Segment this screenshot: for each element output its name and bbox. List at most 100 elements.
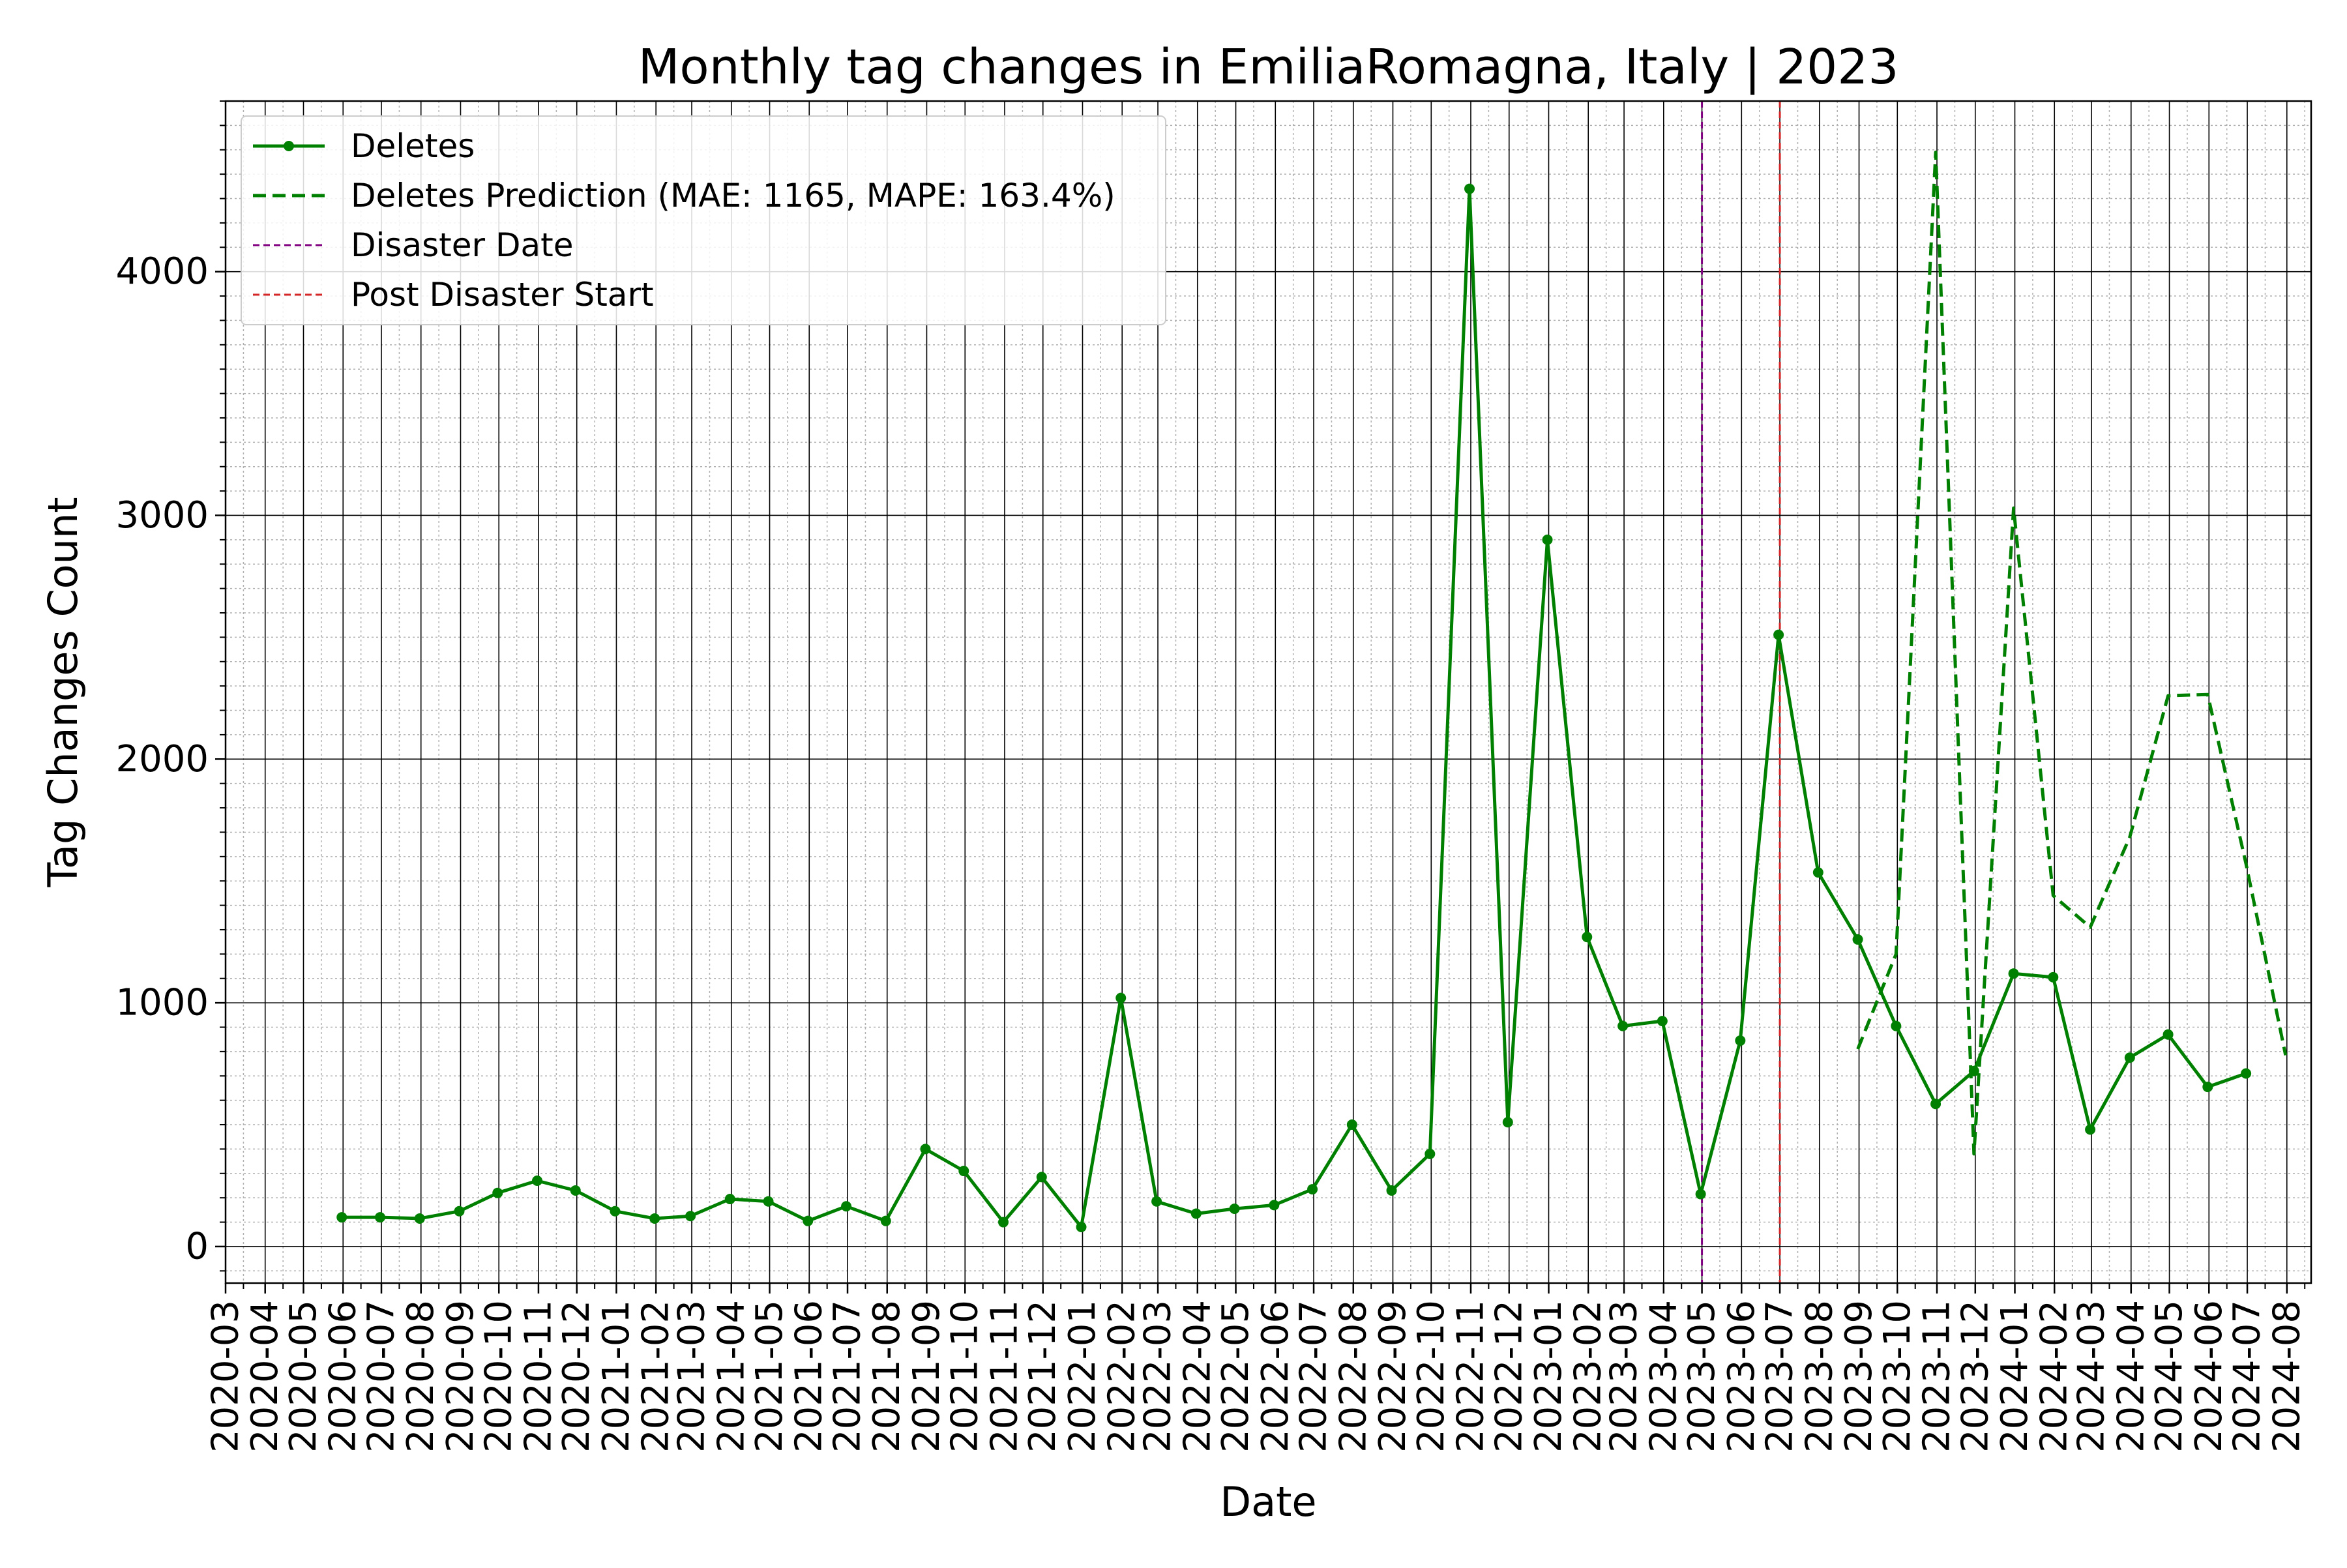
x-tick-label: 2023-11: [1916, 1300, 1958, 1453]
x-tick-label: 2023-12: [1954, 1300, 1996, 1453]
deletes-data-point: [1269, 1200, 1280, 1211]
deletes-data-point: [454, 1206, 465, 1217]
x-tick-label: 2022-04: [1176, 1300, 1218, 1453]
deletes-data-point: [649, 1213, 660, 1224]
plot-area-frame: [224, 100, 2312, 1284]
x-tick-label: 2024-06: [2188, 1300, 2230, 1453]
legend-label: Deletes Prediction (MAE: 1165, MAPE: 163…: [351, 177, 1115, 214]
x-tick-label: 2020-11: [517, 1300, 559, 1453]
x-tick-label: 2021-05: [748, 1300, 791, 1453]
deletes-data-point: [1695, 1189, 1706, 1200]
legend-label: Post Disaster Start: [351, 276, 654, 314]
deletes-data-point: [880, 1215, 891, 1226]
x-tick-label: 2022-09: [1372, 1300, 1414, 1453]
deletes-data-point: [1930, 1099, 1941, 1110]
deletes-data-point: [531, 1175, 542, 1186]
deletes-data-point: [570, 1185, 581, 1196]
x-tick-label: 2022-07: [1293, 1300, 1335, 1453]
x-tick-label: 2022-03: [1137, 1300, 1179, 1453]
x-tick-label: 2023-07: [1759, 1300, 1801, 1453]
deletes-data-point: [1735, 1035, 1746, 1046]
x-tick-label: 2020-12: [555, 1300, 598, 1453]
deletes-data-point: [724, 1194, 735, 1205]
x-tick-label: 2024-03: [2071, 1300, 2113, 1453]
x-tick-label: 2020-05: [282, 1300, 325, 1453]
x-tick-label: 2021-11: [983, 1300, 1026, 1453]
x-tick-label: 2023-01: [1528, 1300, 1570, 1453]
x-tick-label: 2022-01: [1061, 1300, 1104, 1453]
deletes-data-point: [1812, 867, 1823, 878]
x-tick-label: 2021-07: [827, 1300, 869, 1453]
deletes-data-point: [1464, 183, 1475, 194]
x-tick-label: 2023-08: [1798, 1300, 1840, 1453]
x-tick-label: 2022-06: [1254, 1300, 1297, 1453]
x-tick-label: 2020-10: [478, 1300, 520, 1453]
x-tick-label: 2024-04: [2110, 1300, 2152, 1453]
deletes-data-point: [414, 1213, 425, 1224]
legend-label: Disaster Date: [351, 226, 573, 264]
x-tick-label: 2024-08: [2266, 1300, 2308, 1453]
deletes-data-point: [1307, 1184, 1318, 1195]
x-tick-label: 2021-04: [710, 1300, 752, 1453]
y-tick-label: 3000: [115, 494, 209, 537]
x-tick-label: 2023-02: [1567, 1300, 1610, 1453]
y-tick-label: 1000: [115, 982, 209, 1024]
x-axis-label: Date: [1220, 1478, 1316, 1526]
deletes-data-point: [1502, 1117, 1513, 1128]
x-tick-label: 2023-05: [1681, 1300, 1723, 1453]
deletes-data-point: [1773, 629, 1784, 640]
deletes-data-point: [1346, 1119, 1357, 1131]
deletes-data-point: [2124, 1052, 2135, 1063]
deletes-data-point: [2162, 1029, 2174, 1040]
x-tick-label: 2021-01: [595, 1300, 638, 1453]
x-tick-label: 2021-09: [906, 1300, 948, 1453]
legend-marker-deletes: [284, 141, 294, 151]
deletes-data-point: [1852, 934, 1863, 945]
x-tick-label: 2021-02: [635, 1300, 677, 1453]
x-tick-label: 2024-07: [2226, 1300, 2269, 1453]
deletes-data-point: [958, 1166, 969, 1177]
x-tick-label: 2020-07: [360, 1300, 402, 1453]
legend-box: [241, 115, 1166, 325]
deletes-data-point: [920, 1144, 931, 1155]
x-tick-label: 2022-05: [1215, 1300, 1257, 1453]
prediction-series-line: [1856, 151, 2288, 1156]
deletes-data-point: [998, 1217, 1009, 1228]
x-tick-label: 2021-10: [944, 1300, 986, 1453]
x-tick-label: 2023-03: [1603, 1300, 1646, 1453]
x-tick-label: 2021-03: [671, 1300, 713, 1453]
deletes-data-point: [2085, 1124, 2096, 1135]
deletes-data-point: [1076, 1222, 1087, 1233]
deletes-data-point: [803, 1215, 814, 1226]
x-tick-label: 2020-09: [439, 1300, 482, 1453]
x-tick-label: 2021-06: [788, 1300, 831, 1453]
deletes-data-point: [1115, 992, 1127, 1003]
x-tick-label: 2022-12: [1488, 1300, 1530, 1453]
x-tick-label: 2023-10: [1876, 1300, 1919, 1453]
x-tick-label: 2023-09: [1838, 1300, 1880, 1453]
x-tick-label: 2022-02: [1101, 1300, 1144, 1453]
deletes-data-point: [1151, 1196, 1162, 1207]
deletes-data-point: [763, 1196, 774, 1207]
deletes-data-point: [336, 1212, 347, 1223]
x-tick-label: 2020-03: [205, 1300, 247, 1453]
x-tick-label: 2020-04: [244, 1300, 286, 1453]
x-tick-label: 2022-11: [1449, 1300, 1492, 1453]
x-tick-label: 2023-06: [1720, 1300, 1763, 1453]
deletes-data-point: [1891, 1020, 1902, 1031]
legend-label: Deletes: [351, 127, 475, 165]
x-tick-label: 2020-06: [322, 1300, 364, 1453]
deletes-data-point: [2048, 971, 2059, 983]
deletes-data-point: [1036, 1172, 1047, 1183]
y-axis-label: Tag Changes Count: [39, 497, 87, 887]
deletes-series-line: [342, 187, 2247, 1229]
y-tick-label: 0: [185, 1225, 209, 1267]
x-tick-label: 2020-08: [400, 1300, 442, 1453]
x-tick-label: 2023-04: [1642, 1300, 1685, 1453]
deletes-data-point: [375, 1212, 386, 1223]
x-tick-label: 2022-10: [1410, 1300, 1453, 1453]
deletes-data-point: [610, 1206, 621, 1217]
x-tick-label: 2024-05: [2148, 1300, 2191, 1453]
deletes-data-point: [492, 1187, 503, 1198]
